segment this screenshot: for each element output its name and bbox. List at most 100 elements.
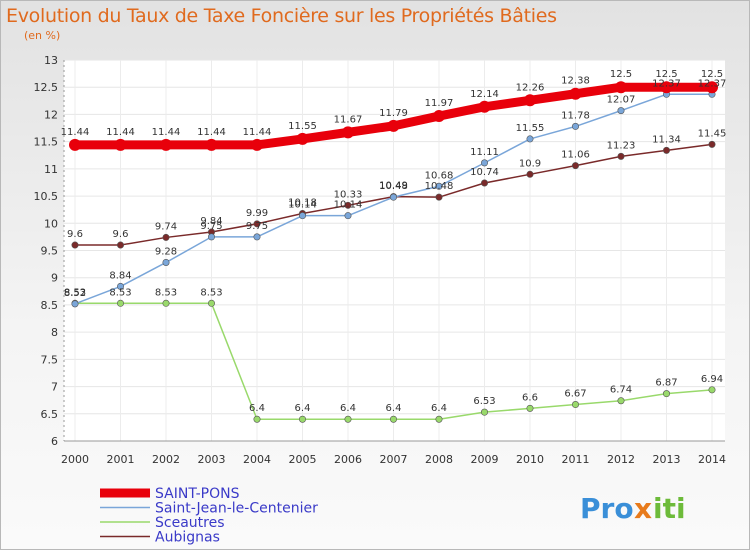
data-label: 11.23	[607, 140, 636, 151]
data-point	[435, 182, 443, 190]
data-label: 6.6	[522, 392, 538, 403]
data-label: 8.52	[64, 288, 86, 299]
data-point	[524, 94, 536, 107]
data-point	[662, 390, 670, 398]
x-tick-label: 2003	[198, 453, 226, 466]
data-label: 12.37	[652, 78, 681, 89]
data-point	[526, 404, 534, 412]
data-label: 11.44	[61, 127, 90, 138]
data-point	[296, 132, 309, 145]
data-point	[571, 122, 579, 130]
data-point	[251, 138, 263, 151]
x-tick-label: 2008	[425, 453, 453, 466]
data-label: 8.53	[64, 287, 86, 298]
data-label: 9.74	[155, 221, 177, 232]
data-label: 11.55	[516, 123, 545, 134]
data-label: 10.14	[334, 200, 363, 211]
data-point	[435, 415, 443, 423]
data-label: 8.53	[109, 287, 131, 298]
x-tick-label: 2001	[107, 453, 135, 466]
data-label: 11.44	[152, 127, 181, 138]
data-label: 10.9	[519, 158, 541, 169]
x-tick-label: 2002	[152, 453, 180, 466]
data-label: 9.6	[67, 229, 83, 240]
data-point	[615, 81, 627, 94]
y-tick-label: 6.5	[41, 408, 59, 421]
data-label: 8.53	[155, 287, 177, 298]
data-point	[160, 138, 172, 151]
data-point	[569, 87, 582, 100]
data-label: 8.53	[200, 287, 222, 298]
data-point	[253, 233, 261, 241]
x-tick-label: 2011	[562, 453, 590, 466]
data-point	[617, 107, 625, 115]
y-tick-label: 9.5	[41, 245, 59, 258]
data-point	[69, 138, 81, 151]
y-tick-label: 9	[51, 272, 58, 285]
y-tick-label: 7	[51, 381, 58, 394]
data-point	[253, 220, 261, 228]
data-point	[617, 397, 625, 405]
data-label: 6.4	[249, 403, 265, 414]
y-tick-label: 12	[44, 108, 58, 121]
data-label: 11.11	[470, 147, 499, 158]
y-tick-label: 11.5	[34, 136, 59, 149]
data-point	[617, 152, 625, 160]
data-label: 12.37	[698, 78, 727, 89]
data-label: 9.75	[246, 221, 268, 232]
data-label: 11.45	[698, 128, 727, 139]
data-point	[389, 193, 397, 201]
data-point	[526, 135, 534, 143]
y-tick-label: 10	[44, 217, 58, 230]
data-label: 6.4	[431, 403, 447, 414]
y-tick-label: 6	[51, 435, 58, 448]
data-point	[342, 126, 354, 139]
logo-text-p: Pro	[580, 492, 634, 525]
data-label: 6.4	[295, 403, 311, 414]
data-point	[706, 81, 718, 94]
data-point	[478, 100, 491, 113]
y-tick-label: 10.5	[34, 190, 59, 203]
legend: SAINT-PONSSaint-Jean-le-CentenierSceautr…	[100, 486, 318, 546]
data-label: 6.74	[610, 385, 632, 396]
y-tick-label: 13	[44, 54, 58, 67]
x-tick-label: 2000	[61, 453, 89, 466]
x-tick-label: 2006	[334, 453, 362, 466]
data-point	[480, 159, 488, 167]
x-tick-label: 2013	[653, 453, 681, 466]
y-tick-label: 12.5	[34, 81, 59, 94]
data-point	[71, 241, 79, 249]
series-group	[69, 81, 718, 423]
legend-label: Sceautres	[155, 515, 225, 531]
data-point	[205, 138, 218, 151]
data-label: 9.28	[155, 246, 177, 257]
data-label: 10.74	[470, 167, 499, 178]
data-point	[162, 233, 170, 241]
y-tick-label: 11	[44, 163, 58, 176]
data-point	[708, 386, 716, 394]
x-tick-label: 2012	[607, 453, 635, 466]
data-label: 10.14	[288, 200, 317, 211]
data-point	[117, 241, 125, 249]
data-point	[344, 415, 352, 423]
data-point	[117, 299, 125, 307]
legend-label: Aubignas	[155, 530, 220, 546]
data-point	[208, 233, 216, 241]
data-label: 10.18	[288, 197, 317, 208]
data-label: 9.6	[113, 229, 129, 240]
data-point	[71, 300, 79, 308]
legend-label: Saint-Jean-le-Centenier	[155, 501, 318, 517]
data-point	[389, 415, 397, 423]
data-point	[571, 162, 579, 170]
y-tick-label: 8	[51, 326, 58, 339]
data-point	[662, 146, 670, 154]
data-label: 10.49	[379, 181, 408, 192]
data-point	[708, 140, 716, 148]
data-label: 12.5	[655, 69, 677, 80]
data-label: 11.55	[288, 121, 317, 132]
legend-label: SAINT-PONS	[155, 486, 240, 502]
y-tick-label: 8.5	[41, 299, 59, 312]
data-point	[480, 408, 488, 416]
data-point	[114, 138, 127, 151]
